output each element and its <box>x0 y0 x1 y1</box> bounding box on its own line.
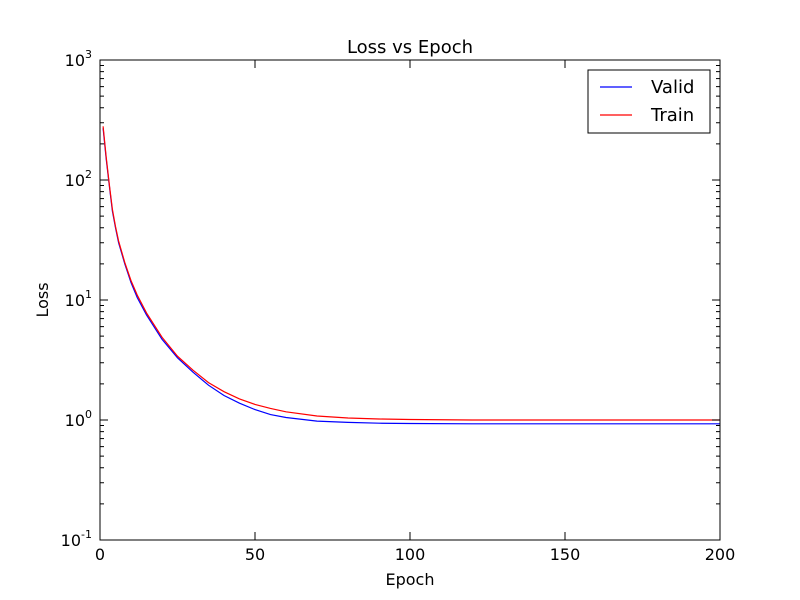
y-tick-label: 10-1 <box>61 528 92 550</box>
x-tick-label: 50 <box>245 545 265 564</box>
x-tick-label: 200 <box>705 545 736 564</box>
x-tick-label: 0 <box>95 545 105 564</box>
series-layer <box>103 126 720 424</box>
y-tick-label: 101 <box>65 288 92 310</box>
legend-label-train: Train <box>650 105 694 126</box>
legend-label-valid: Valid <box>651 77 694 98</box>
chart-title: Loss vs Epoch <box>347 37 473 58</box>
y-tick-label: 103 <box>65 48 92 70</box>
series-line-valid <box>103 128 720 424</box>
legend: Valid Train <box>588 70 710 133</box>
series-line-train <box>103 126 720 420</box>
x-tick-label: 100 <box>395 545 426 564</box>
x-tick-label: 150 <box>550 545 581 564</box>
y-tick-label: 102 <box>65 168 92 190</box>
y-tick-label: 100 <box>65 408 92 430</box>
x-axis-label: Epoch <box>386 570 435 589</box>
y-axis-label: Loss <box>33 282 52 317</box>
